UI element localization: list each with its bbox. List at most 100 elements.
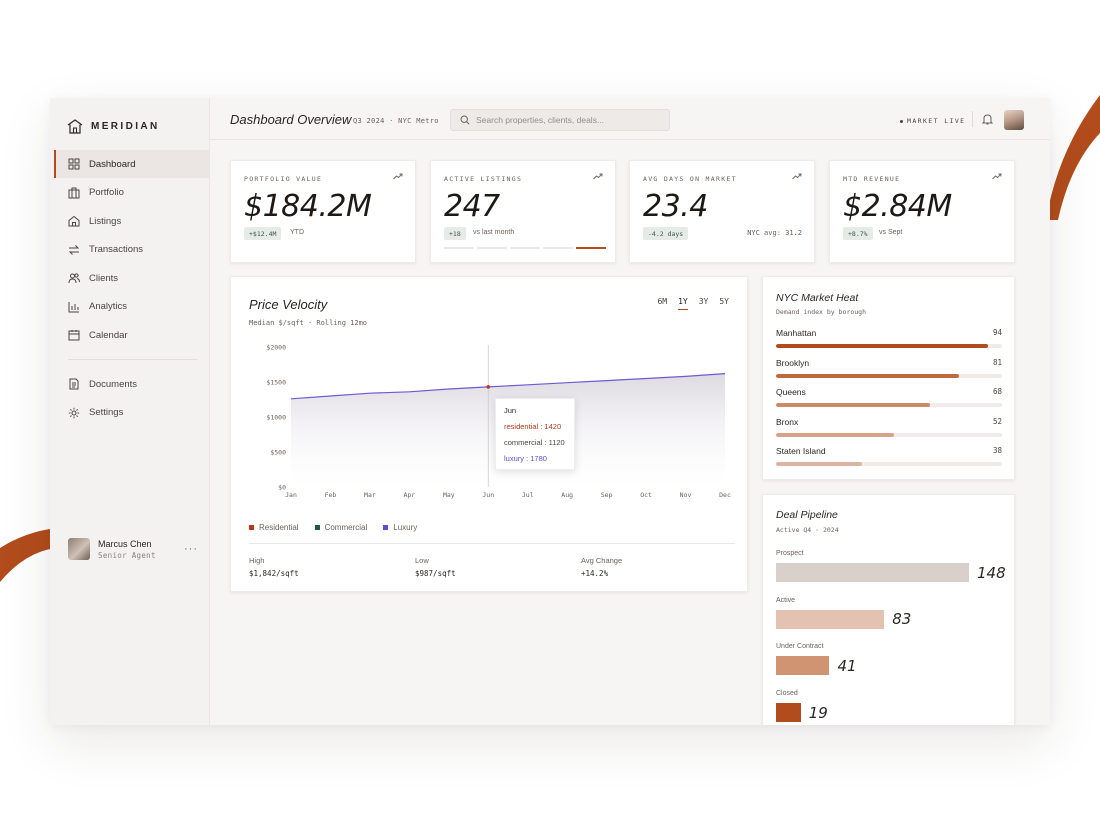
heat-bar-track — [776, 344, 1002, 348]
sidebar-item-label: Listings — [89, 215, 122, 227]
heat-bar-fill — [776, 462, 862, 466]
sidebar-item-dashboard[interactable]: Dashboard — [54, 150, 210, 178]
sidebar-item-label: Settings — [89, 407, 124, 418]
kpi-card-portfolio-value[interactable]: PORTFOLIO VALUE $184.2M +$12.4M YTD — [230, 160, 416, 263]
range-5y[interactable]: 5Y — [719, 297, 729, 306]
x-tick-label: Aug — [561, 491, 573, 499]
demand-index-value: 81 — [992, 357, 1002, 367]
progress-segment — [477, 247, 507, 249]
heat-row: Brooklyn 81 — [776, 358, 1002, 378]
dashboard-icon — [68, 158, 80, 170]
search-icon — [460, 115, 470, 125]
sidebar-item-label: Portfolio — [89, 187, 124, 198]
stage-label: Closed — [776, 690, 798, 698]
heat-row: Queens 68 — [776, 387, 1002, 407]
document-icon — [69, 378, 79, 390]
pipeline-stage[interactable]: Closed 19 — [776, 690, 828, 723]
page-title: Dashboard Overview — [230, 112, 352, 127]
sidebar-item-label: Transactions — [89, 244, 144, 255]
stat-value: $1,842/sqft — [249, 569, 299, 578]
sidebar-item-documents[interactable]: Documents — [54, 370, 210, 398]
kpi-card-avg-days-on-market[interactable]: AVG DAYS ON MARKET 23.4 -4.2 days NYC av… — [629, 160, 815, 263]
heat-row: Staten Island 38 — [776, 446, 1002, 466]
sidebar-item-portfolio[interactable]: Portfolio — [54, 179, 210, 207]
sidebar-item-calendar[interactable]: Calendar — [54, 321, 210, 349]
sidebar-item-label: Dashboard — [89, 158, 136, 170]
calendar-icon — [68, 330, 80, 341]
kpi-note: vs last month — [473, 229, 515, 236]
stat-label: Low — [415, 556, 429, 565]
stage-bar — [776, 609, 885, 629]
heat-bar-fill — [776, 373, 960, 378]
range-6m[interactable]: 6M — [657, 297, 668, 306]
stat-low: Low $987/sqft — [415, 556, 456, 578]
sidebar-item-transactions[interactable]: Transactions — [54, 236, 210, 264]
sidebar-item-analytics[interactable]: Analytics — [54, 293, 210, 321]
tooltip-residential: residential : 1420 — [504, 422, 562, 431]
kpi-value: $2.84M — [843, 189, 952, 224]
heat-row: Manhattan 94 — [776, 328, 1002, 348]
brand-name: MERIDIAN — [91, 120, 160, 132]
pipeline-stage[interactable]: Active 83 — [776, 597, 911, 629]
decorative-ribbon-left — [0, 528, 56, 582]
user-profile[interactable]: Marcus Chen Senior Agent ··· — [68, 538, 198, 560]
legend-swatch — [249, 525, 254, 530]
x-tick-label: Oct — [640, 491, 652, 499]
heat-bar-track — [776, 373, 1002, 378]
hover-point — [486, 385, 491, 389]
x-tick-label: Dec — [719, 491, 731, 499]
pipeline-stage[interactable]: Prospect 148 — [776, 550, 1006, 582]
range-3y[interactable]: 3Y — [698, 297, 709, 306]
bell-icon[interactable] — [982, 113, 993, 125]
trend-up-icon — [393, 173, 403, 180]
sidebar-nav: Dashboard Portfolio Listings Transaction… — [54, 150, 210, 427]
chart-legend: Residential Commercial Luxury — [249, 523, 417, 532]
stage-label: Active — [776, 596, 796, 604]
x-tick-label: Sep — [601, 491, 613, 499]
kpi-change-badge: +$12.4M — [244, 227, 282, 240]
search-box[interactable] — [450, 109, 670, 131]
gear-icon — [68, 407, 80, 418]
heat-bar-track — [776, 432, 1002, 437]
legend-label: Commercial — [324, 523, 368, 532]
price-velocity-card: Price Velocity Median $/sqft · Rolling 1… — [230, 276, 748, 592]
user-avatar-button[interactable] — [1004, 110, 1024, 130]
range-1y[interactable]: 1Y — [678, 297, 688, 310]
search-input[interactable] — [476, 115, 661, 125]
more-options-icon[interactable]: ··· — [184, 543, 198, 555]
stage-label: Under Contract — [776, 643, 824, 651]
stat-label: Avg Change — [581, 556, 623, 565]
kpi-value: 23.4 — [643, 189, 708, 224]
trend-up-icon — [593, 173, 603, 180]
market-live-indicator: MARKET LIVE — [900, 117, 965, 125]
sidebar-item-clients[interactable]: Clients — [54, 264, 210, 292]
legend-label: Residential — [259, 523, 299, 532]
progress-segment — [510, 247, 540, 249]
legend-swatch — [314, 525, 320, 530]
sidebar-item-label: Calendar — [89, 329, 128, 341]
legend-item-residential[interactable]: Residential — [249, 523, 299, 532]
pipeline-stage[interactable]: Under Contract 41 — [776, 643, 857, 676]
kpi-change-badge: +18 — [444, 227, 466, 240]
luxury-series-line — [290, 373, 726, 400]
progress-segment-active — [576, 247, 606, 249]
y-tick-label: $500 — [270, 449, 286, 457]
kpi-change-badge: -4.2 days — [643, 227, 689, 240]
kpi-card-active-listings[interactable]: ACTIVE LISTINGS 247 +18 vs last month — [430, 160, 616, 263]
stage-bar — [776, 703, 801, 723]
price-velocity-chart[interactable]: $0 $500 $1000 $1500 $2000 Jan Feb Mar Apr May Jun… — [231, 337, 749, 507]
demand-index-value: 94 — [992, 328, 1002, 337]
stage-count: 148 — [977, 563, 1006, 582]
legend-item-luxury[interactable]: Luxury — [383, 523, 417, 532]
time-range-selector: 6M 1Y 3Y 5Y — [657, 297, 729, 310]
progress-segment — [543, 247, 573, 249]
y-tick-label: $0 — [278, 484, 286, 492]
heat-bar-fill — [776, 403, 930, 407]
kpi-label: ACTIVE LISTINGS — [444, 175, 523, 183]
borough-name: Queens — [776, 387, 806, 397]
sidebar-item-listings[interactable]: Listings — [54, 207, 210, 235]
kpi-card-mtd-revenue[interactable]: MTD REVENUE $2.84M +8.7% vs Sept — [829, 160, 1015, 263]
legend-item-commercial[interactable]: Commercial — [314, 523, 368, 532]
sidebar-item-settings[interactable]: Settings — [54, 399, 210, 427]
brand[interactable]: MERIDIAN — [67, 118, 160, 134]
